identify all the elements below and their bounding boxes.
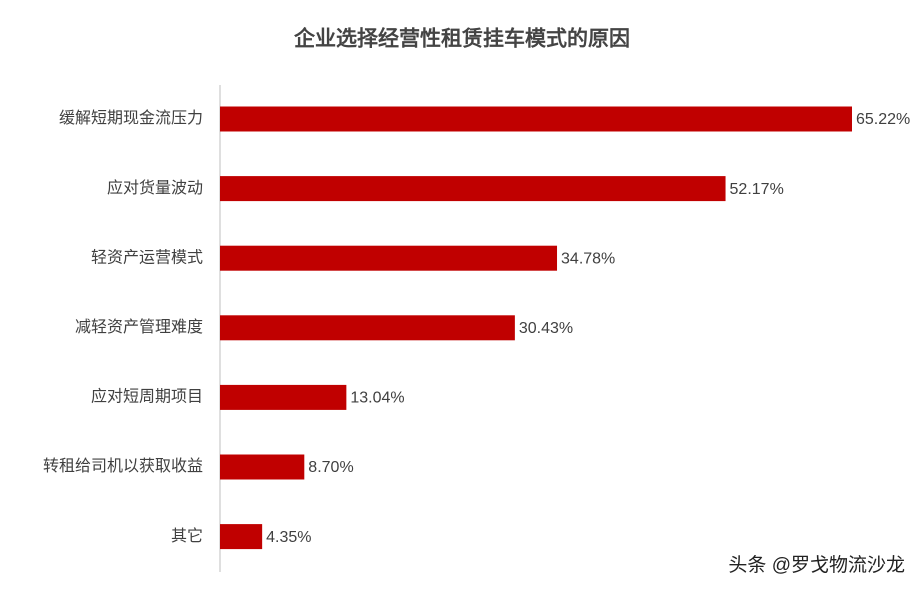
value-label: 52.17% bbox=[730, 181, 784, 198]
value-label: 65.22% bbox=[856, 111, 910, 128]
y-tick-label: 应对货量波动 bbox=[107, 178, 203, 197]
value-label: 8.70% bbox=[308, 459, 353, 476]
chart-title: 企业选择经营性租赁挂车模式的原因 bbox=[293, 27, 630, 51]
bar bbox=[220, 176, 726, 202]
bar bbox=[220, 454, 305, 480]
watermark: 头条 @罗戈物流沙龙 bbox=[728, 554, 905, 576]
y-tick-label: 其它 bbox=[171, 527, 203, 545]
y-tick-label: 缓解短期现金流压力 bbox=[59, 109, 203, 127]
y-tick-label: 减轻资产管理难度 bbox=[75, 318, 203, 336]
value-label: 13.04% bbox=[350, 390, 404, 407]
value-label: 34.78% bbox=[561, 250, 615, 267]
y-tick-label: 轻资产运营模式 bbox=[91, 248, 203, 266]
bar bbox=[220, 315, 515, 341]
bar bbox=[220, 384, 347, 410]
value-label: 4.35% bbox=[266, 529, 311, 546]
y-tick-label: 应对短周期项目 bbox=[91, 387, 203, 406]
bar bbox=[220, 245, 558, 271]
y-tick-label: 转租给司机以获取收益 bbox=[43, 457, 203, 475]
bar bbox=[220, 524, 263, 550]
value-label: 30.43% bbox=[519, 320, 573, 337]
bar bbox=[220, 106, 852, 132]
